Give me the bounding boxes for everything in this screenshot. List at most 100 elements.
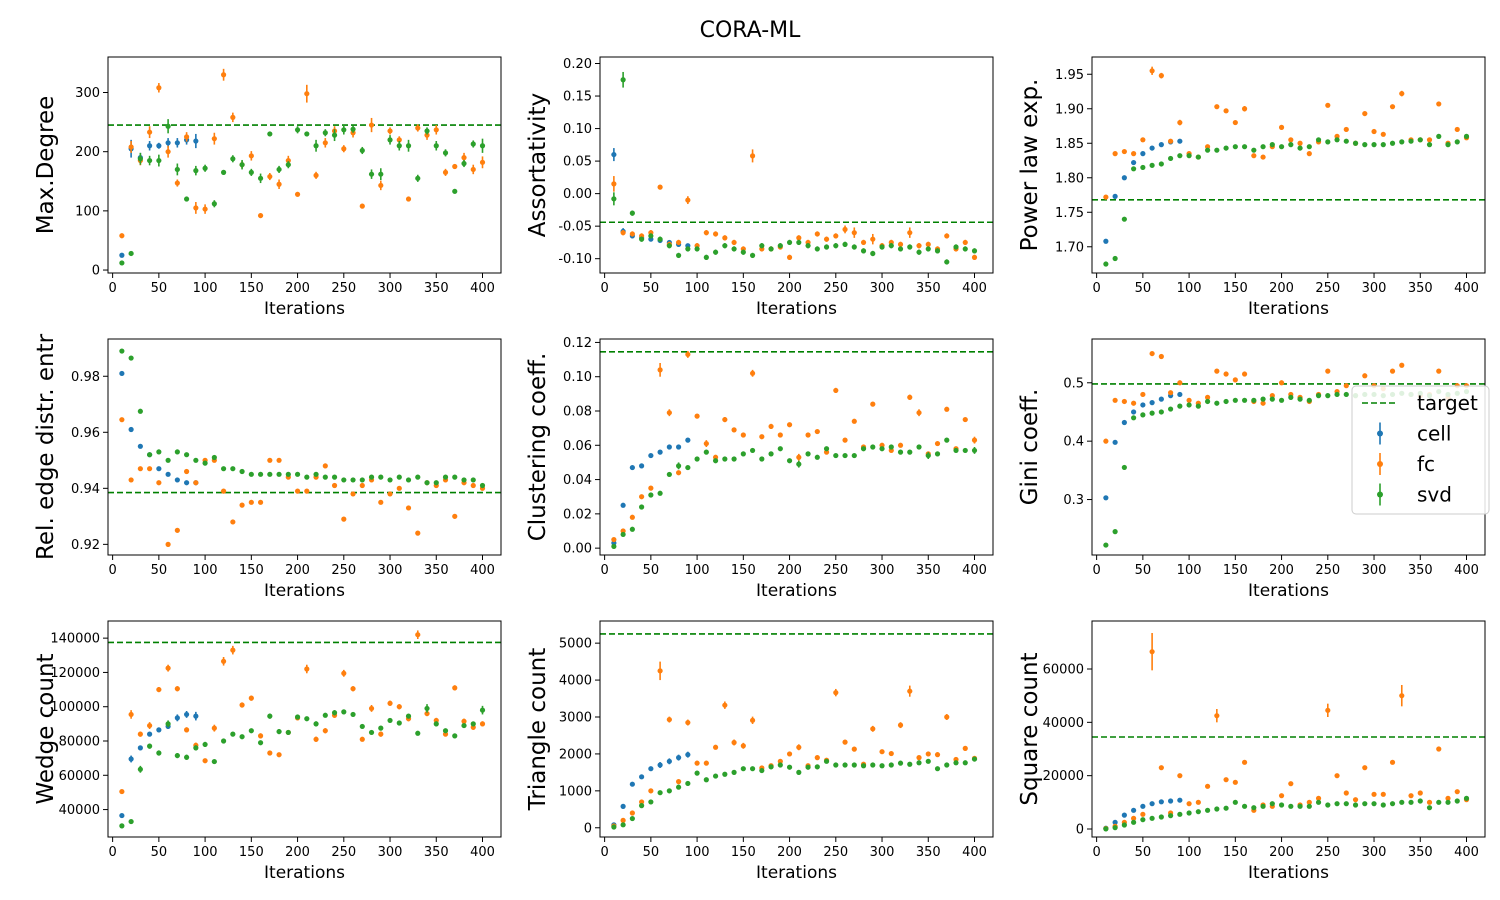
data-point bbox=[1288, 142, 1294, 148]
data-point bbox=[1362, 765, 1368, 771]
data-point bbox=[368, 122, 375, 128]
data-point bbox=[304, 488, 310, 494]
data-point bbox=[1168, 138, 1174, 144]
data-point bbox=[230, 466, 236, 472]
y-tick-label: 0 bbox=[1076, 823, 1084, 838]
data-point bbox=[294, 191, 301, 197]
data-point bbox=[147, 452, 153, 458]
data-point bbox=[860, 239, 867, 246]
data-point bbox=[814, 764, 820, 770]
data-point bbox=[851, 418, 857, 424]
x-tick-label: 50 bbox=[643, 281, 660, 296]
data-point bbox=[1297, 396, 1303, 402]
y-tick-label: 0.00 bbox=[563, 187, 592, 202]
data-point bbox=[1186, 810, 1192, 816]
data-point bbox=[267, 457, 273, 463]
series-svd bbox=[1103, 795, 1470, 832]
data-point bbox=[1103, 438, 1109, 444]
x-tick-label: 50 bbox=[1135, 563, 1152, 578]
data-point bbox=[796, 461, 802, 467]
data-point bbox=[1334, 137, 1340, 143]
data-point bbox=[313, 736, 319, 742]
data-point bbox=[1177, 773, 1183, 779]
x-tick-label: 50 bbox=[1135, 281, 1152, 296]
data-point bbox=[193, 457, 199, 463]
data-point bbox=[396, 704, 402, 710]
data-point bbox=[740, 451, 746, 457]
data-point bbox=[676, 252, 682, 259]
data-point bbox=[712, 744, 719, 750]
data-point bbox=[934, 766, 941, 772]
data-point bbox=[768, 246, 774, 252]
data-point bbox=[1149, 145, 1155, 151]
data-point bbox=[916, 444, 922, 450]
data-point bbox=[276, 181, 282, 187]
data-point bbox=[1232, 377, 1238, 383]
x-axis-label: Iterations bbox=[1248, 581, 1329, 601]
data-point bbox=[1408, 799, 1414, 805]
data-point bbox=[934, 248, 941, 254]
data-point bbox=[387, 477, 393, 483]
data-point bbox=[611, 543, 617, 550]
y-tick-label: 60000 bbox=[1043, 663, 1084, 678]
data-point bbox=[230, 519, 236, 525]
data-point bbox=[860, 248, 867, 254]
data-point bbox=[685, 719, 691, 726]
x-tick-label: 300 bbox=[1362, 281, 1387, 296]
data-point bbox=[322, 474, 328, 480]
data-point bbox=[1343, 383, 1349, 389]
data-point bbox=[694, 770, 700, 776]
data-point bbox=[165, 123, 171, 129]
data-point bbox=[1454, 139, 1460, 145]
data-point bbox=[1436, 799, 1442, 805]
data-point bbox=[1186, 397, 1192, 403]
data-point bbox=[1195, 403, 1201, 409]
data-point bbox=[1223, 108, 1229, 114]
x-tick-label: 250 bbox=[1315, 845, 1340, 860]
data-point bbox=[405, 477, 412, 483]
data-point bbox=[202, 758, 208, 764]
subplot-5: 0 50 100 150 200 250 300 350 400 0.00 0.02 0.04 0.06… bbox=[525, 336, 994, 601]
data-point bbox=[248, 695, 254, 701]
data-point bbox=[907, 761, 913, 767]
data-point bbox=[359, 477, 365, 483]
x-tick-label: 150 bbox=[731, 845, 756, 860]
data-point bbox=[1140, 817, 1146, 823]
data-point bbox=[731, 739, 737, 746]
data-point bbox=[1177, 119, 1183, 126]
data-point bbox=[1251, 147, 1257, 153]
data-point bbox=[433, 721, 439, 727]
data-point bbox=[257, 175, 264, 181]
data-point bbox=[1436, 133, 1442, 139]
data-point bbox=[842, 762, 848, 768]
data-point bbox=[777, 432, 783, 438]
data-point bbox=[722, 771, 728, 777]
data-point bbox=[971, 756, 978, 762]
data-point bbox=[479, 143, 486, 149]
x-tick-label: 200 bbox=[777, 563, 802, 578]
data-point bbox=[424, 705, 430, 712]
x-tick-label: 0 bbox=[108, 281, 116, 296]
data-point bbox=[1158, 814, 1164, 820]
data-point bbox=[1445, 795, 1451, 801]
data-point bbox=[1149, 410, 1155, 416]
x-tick-label: 150 bbox=[1223, 281, 1248, 296]
data-point bbox=[1214, 368, 1220, 374]
data-point bbox=[1417, 790, 1423, 796]
data-point bbox=[1371, 801, 1377, 807]
y-tick-label: 1.75 bbox=[1055, 206, 1084, 221]
y-tick-label: 0.10 bbox=[563, 370, 592, 385]
data-point bbox=[257, 471, 264, 477]
data-point bbox=[851, 230, 857, 236]
data-point bbox=[350, 491, 356, 497]
data-point bbox=[220, 466, 227, 472]
x-tick-label: 250 bbox=[823, 281, 848, 296]
data-point bbox=[1241, 397, 1248, 403]
data-point bbox=[1158, 799, 1164, 805]
x-tick-label: 50 bbox=[151, 845, 168, 860]
x-tick-label: 100 bbox=[685, 845, 710, 860]
data-point bbox=[833, 762, 839, 768]
data-point bbox=[833, 690, 839, 696]
data-point bbox=[685, 437, 691, 443]
data-point bbox=[666, 758, 672, 764]
